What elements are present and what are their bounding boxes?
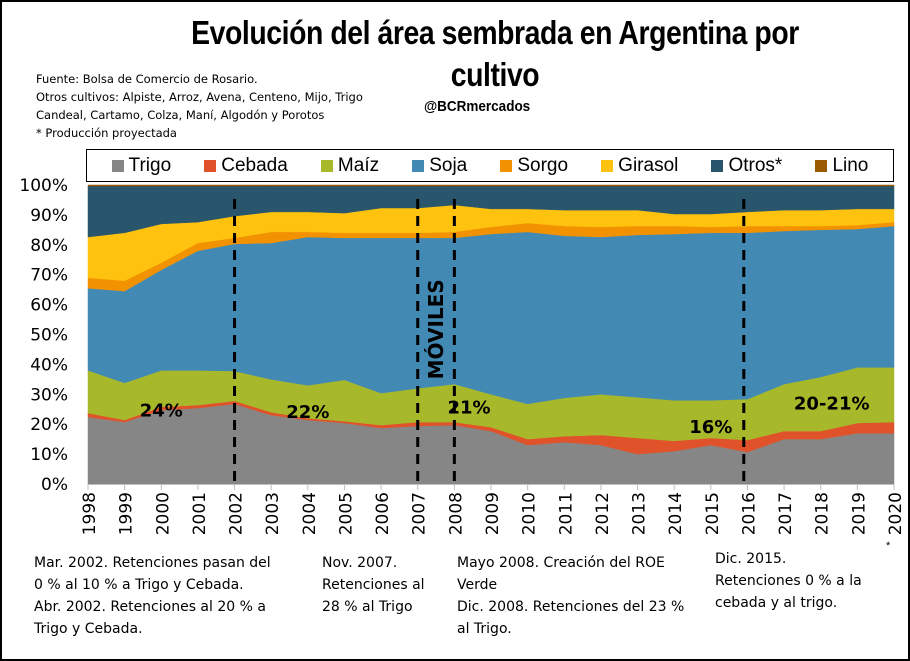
legend-swatch — [500, 159, 513, 172]
x-tick-label: 2011 — [556, 492, 576, 535]
annotation-2015: Dic. 2015. Retenciones 0 % a la cebada y… — [715, 548, 862, 614]
legend-label: Otros* — [728, 154, 783, 176]
y-tick-label: 90% — [30, 206, 68, 226]
y-tick-label: 80% — [30, 236, 68, 256]
note-otros-line2: Candeal, Cartamo, Colza, Maní, Algodón y… — [36, 108, 325, 122]
legend-item-trigo: Trigo — [111, 154, 172, 177]
annotation-line: cebada y al trigo. — [715, 595, 838, 611]
data-label-share: 22% — [286, 402, 329, 423]
y-tick-label: 20% — [30, 415, 68, 435]
x-tick-label: 2015 — [703, 492, 723, 535]
data-label-share: 21% — [447, 398, 490, 419]
legend-label: Trigo — [128, 154, 172, 176]
legend-swatch — [601, 159, 614, 172]
annotation-line: 0 % al 10 % a Trigo y Cebada. — [34, 577, 244, 593]
annotation-line: Mayo 2008. Creación del ROE — [457, 555, 665, 571]
annotation-2008: Mayo 2008. Creación del ROE Verde Dic. 2… — [457, 552, 684, 640]
legend-item-lino: Lino — [815, 155, 868, 177]
annotation-line: Dic. 2015. — [715, 551, 787, 567]
y-tick-label: 60% — [30, 296, 68, 316]
legend-swatch — [204, 159, 217, 172]
annotation-2002: Mar. 2002. Retenciones pasan del 0 % al … — [34, 552, 271, 640]
annotation-line: Verde — [457, 577, 498, 593]
y-tick-label: 100% — [19, 176, 68, 196]
projected-footnote-marker: * — [886, 540, 891, 552]
legend-swatch — [412, 159, 425, 172]
annotation-2007: Nov. 2007. Retenciones al 28 % al Trigo — [322, 552, 425, 618]
note-otros-line1: Otros cultivos: Alpiste, Arroz, Avena, C… — [36, 90, 363, 104]
legend-label: Lino — [832, 154, 869, 176]
legend-label: Maíz — [337, 154, 380, 176]
x-tick-label: 2017 — [776, 492, 796, 535]
annotation-line: Mar. 2002. Retenciones pasan del — [34, 555, 271, 571]
legend-label: Soja — [429, 154, 468, 176]
twitter-handle: @BCRmercados — [424, 98, 531, 115]
legend-swatch — [711, 159, 724, 172]
y-tick-label: 0% — [41, 475, 68, 495]
x-tick-label: 2004 — [300, 492, 320, 535]
legend-swatch — [320, 159, 333, 172]
note-projected: * Producción proyectada — [36, 126, 177, 140]
y-tick-label: 70% — [30, 266, 68, 286]
annotation-line: Trigo y Cebada. — [34, 621, 143, 637]
annotation-line: al Trigo. — [457, 621, 512, 637]
y-tick-label: 30% — [30, 385, 68, 405]
legend-swatch — [815, 159, 828, 172]
x-tick-label: 2009 — [483, 492, 503, 535]
note-source: Fuente: Bolsa de Comercio de Rosario. — [36, 72, 258, 86]
y-tick-label: 40% — [30, 355, 68, 375]
x-tick-label: 2010 — [520, 492, 540, 535]
annotation-line: Retenciones 0 % a la — [715, 573, 862, 589]
x-tick-label: 2001 — [190, 492, 210, 535]
x-tick-label: 2008 — [446, 492, 466, 535]
legend-item-girasol: Girasol — [601, 155, 678, 177]
legend-label: Cebada — [221, 154, 288, 176]
x-tick-label: 2000 — [153, 492, 173, 535]
x-tick-label: 2020 — [886, 492, 906, 535]
x-tick-label: 2013 — [630, 492, 650, 535]
data-label-share: 16% — [689, 417, 732, 438]
chart-title: Evolución del área sembrada en Argentina… — [191, 14, 799, 93]
x-tick-label: 2016 — [739, 492, 759, 535]
data-label-share: 24% — [140, 401, 183, 422]
legend-item-cebada: Cebada — [204, 155, 288, 177]
x-tick-label: 2018 — [813, 492, 833, 535]
chart-legend: Trigo Cebada Maíz Soja Sorgo Girasol Otros* Lin… — [86, 149, 894, 182]
x-tick-label: 1999 — [117, 492, 137, 535]
annotation-line: Abr. 2002. Retenciones al 20 % a — [34, 599, 266, 615]
legend-item-soja: Soja — [412, 155, 467, 177]
legend-item-otros: Otros* — [711, 155, 782, 177]
legend-label: Sorgo — [517, 154, 569, 176]
annotation-line: Retenciones al — [322, 577, 425, 593]
period-label-moviles: MÓVILES — [424, 279, 448, 379]
x-tick-label: 1998 — [80, 492, 100, 535]
legend-item-sorgo: Sorgo — [500, 155, 568, 177]
y-tick-label: 50% — [30, 326, 68, 346]
x-tick-label: 2005 — [336, 492, 356, 535]
source-notes: Fuente: Bolsa de Comercio de Rosario. Ot… — [36, 70, 363, 142]
legend-label: Girasol — [618, 154, 679, 176]
x-tick-label: 2014 — [666, 492, 686, 535]
area-lino — [87, 184, 895, 187]
x-tick-label: 2007 — [410, 492, 430, 535]
legend-item-maz: Maíz — [320, 154, 380, 177]
x-tick-label: 2012 — [593, 492, 613, 535]
annotation-line: Dic. 2008. Retenciones del 23 % — [457, 599, 685, 615]
data-label-share: 20-21% — [794, 393, 870, 414]
x-tick-label: 2019 — [849, 492, 869, 535]
y-tick-label: 10% — [30, 445, 68, 465]
x-tick-label: 2003 — [263, 492, 283, 535]
x-tick-label: 2006 — [373, 492, 393, 535]
annotation-line: Nov. 2007. — [322, 555, 398, 571]
legend-swatch — [111, 159, 124, 172]
annotation-line: 28 % al Trigo — [322, 599, 413, 615]
x-tick-label: 2002 — [227, 492, 247, 535]
